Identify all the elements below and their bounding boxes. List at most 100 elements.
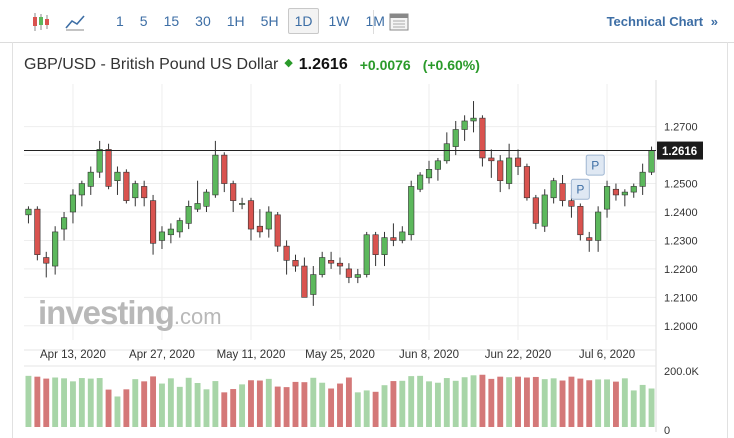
volume-bar xyxy=(630,390,637,427)
volume-bar xyxy=(559,380,566,427)
candle-body xyxy=(603,186,611,210)
event-marker xyxy=(570,178,590,200)
volume-bar xyxy=(363,390,370,427)
x-tick-label: Apr 27, 2020 xyxy=(129,349,195,361)
volume-bar xyxy=(248,380,254,427)
volume-bar xyxy=(506,377,513,427)
candle-body xyxy=(443,143,450,162)
volume-bar xyxy=(648,388,655,427)
timeframe-5h[interactable]: 5H xyxy=(260,13,279,29)
volume-axis-label: 0 xyxy=(664,425,670,437)
timeframe-1m[interactable]: 1M xyxy=(365,13,385,29)
candle-body xyxy=(247,200,255,230)
x-tick-label: May 25, 2020 xyxy=(305,349,375,361)
candle-body xyxy=(425,169,433,179)
volume-bar xyxy=(586,380,593,427)
candlestick-icon[interactable] xyxy=(30,11,52,33)
x-tick-label: Jul 6, 2020 xyxy=(579,349,635,361)
candle-body xyxy=(497,160,504,182)
candle-body xyxy=(203,191,210,207)
volume-bar xyxy=(310,377,317,427)
candle-body xyxy=(87,171,94,187)
timeframe-1w[interactable]: 1W xyxy=(328,13,350,29)
volume-bar xyxy=(515,376,521,427)
volume-bar xyxy=(230,389,237,427)
timeframe-5[interactable]: 5 xyxy=(139,13,148,29)
volume-bar xyxy=(78,378,85,427)
volume-axis-label: 200.0K xyxy=(664,366,700,378)
technical-chart-link[interactable]: Technical Chart » xyxy=(607,14,718,29)
candle-body xyxy=(648,150,655,173)
y-tick-label: 1.2300 xyxy=(664,235,698,247)
candle-body xyxy=(319,257,326,275)
candle-body xyxy=(514,157,522,167)
volume-bar xyxy=(390,381,397,427)
candle-body xyxy=(230,183,237,201)
candle-body xyxy=(399,231,406,241)
volume-bar xyxy=(568,376,575,427)
volume-bar xyxy=(541,379,548,427)
y-tick-label: 1.2400 xyxy=(664,207,698,219)
candle-body xyxy=(105,149,112,187)
line-chart-icon[interactable] xyxy=(64,11,86,33)
candle-body xyxy=(256,225,263,233)
volume-bar xyxy=(488,378,495,427)
volume-bar xyxy=(417,375,424,427)
current-price-tag xyxy=(657,141,703,160)
candle-body xyxy=(43,257,50,264)
candle-body xyxy=(150,200,157,244)
candle-body xyxy=(132,183,139,199)
candle-body xyxy=(123,171,130,201)
volume-bar xyxy=(532,376,539,427)
candle-body xyxy=(212,154,219,196)
x-tick-label: May 11, 2020 xyxy=(217,349,286,361)
volume-bar xyxy=(399,380,406,427)
volume-bar xyxy=(185,377,192,427)
price-change-percent: (+0.60%) xyxy=(422,57,480,73)
volume-bar xyxy=(292,381,299,427)
candle-body xyxy=(586,237,593,241)
timeframe-1d[interactable]: 1D xyxy=(287,8,320,34)
candle-body xyxy=(158,231,166,241)
timeframe-30[interactable]: 30 xyxy=(195,13,211,29)
event-marker-label: P xyxy=(576,183,584,197)
volume-bar xyxy=(523,377,530,427)
volume-bar xyxy=(87,378,94,427)
y-tick-label: 1.2000 xyxy=(664,321,698,333)
timeframe-15[interactable]: 15 xyxy=(163,13,180,29)
double-chevron-right-icon: » xyxy=(710,14,718,29)
volume-bar xyxy=(61,378,67,427)
calendar-icon[interactable] xyxy=(388,11,410,33)
timeframe-1[interactable]: 1 xyxy=(116,13,124,29)
candle-body xyxy=(550,180,557,199)
candle-body xyxy=(310,274,317,295)
current-price-label: 1.2616 xyxy=(662,146,697,158)
watermark-brand: investing xyxy=(38,294,175,331)
candle-body xyxy=(470,117,477,122)
candle-body xyxy=(630,186,637,193)
candle-body xyxy=(185,206,192,224)
candle-body xyxy=(577,206,584,236)
timeframe-1h[interactable]: 1H xyxy=(226,13,245,29)
volume-bar xyxy=(194,383,201,427)
y-tick-label: 1.2100 xyxy=(664,292,698,304)
event-marker xyxy=(585,154,605,176)
up-arrow-icon: ◆ xyxy=(284,56,293,69)
candle-body xyxy=(328,260,335,264)
y-tick-label: 1.2200 xyxy=(664,264,698,276)
volume-bar xyxy=(203,389,210,427)
volume-bar xyxy=(70,381,76,427)
volume-bar xyxy=(577,378,584,427)
candle-body xyxy=(221,154,228,184)
candle-body xyxy=(559,183,566,201)
candle-body xyxy=(176,220,183,233)
candle-body xyxy=(354,274,361,278)
volume-bar xyxy=(25,375,32,427)
volume-bar xyxy=(265,378,272,427)
candle-body xyxy=(523,166,530,199)
candle-body xyxy=(621,191,628,196)
candle-body xyxy=(452,129,459,147)
candle-body xyxy=(114,171,121,182)
volume-bar xyxy=(426,381,432,427)
